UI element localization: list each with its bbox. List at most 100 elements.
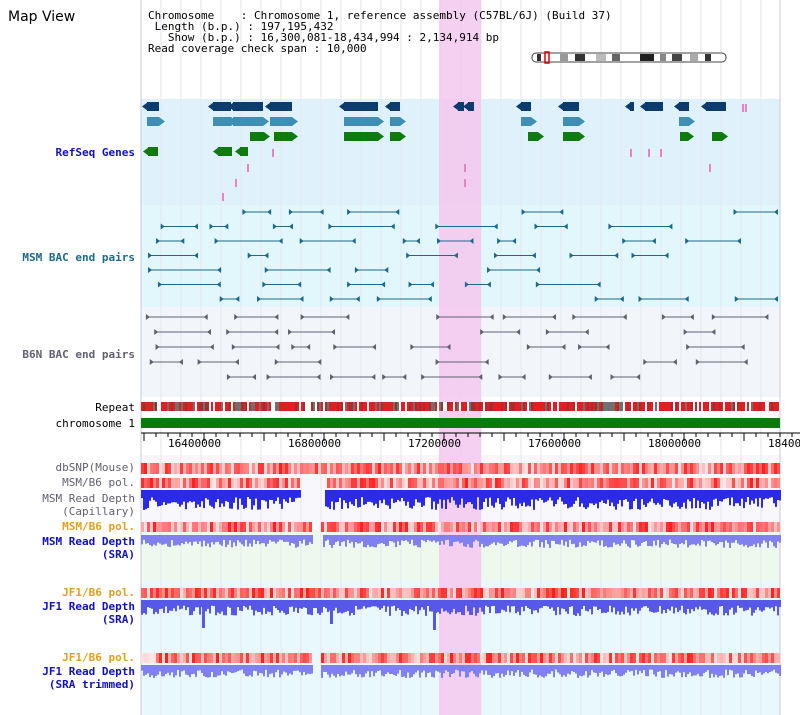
depth-bar (591, 665, 593, 671)
depth-bar (225, 535, 227, 548)
repeat-segment (495, 402, 497, 411)
depth-bar (221, 535, 223, 546)
track-label-msm-depth-cap-2[interactable]: (Capillary) (62, 505, 135, 518)
heat-cell (192, 478, 195, 488)
heat-cell (585, 478, 588, 488)
depth-bar (477, 665, 479, 678)
depth-bar (699, 665, 701, 677)
heat-cell (396, 588, 399, 598)
track-label-b6n-bac[interactable]: B6N BAC end pairs (22, 348, 135, 361)
heat-cell (552, 653, 555, 663)
heat-cell (306, 522, 309, 532)
heat-cell (579, 463, 582, 474)
repeat-segment (583, 402, 585, 411)
heat-cell (522, 588, 525, 598)
depth-bar (765, 600, 767, 608)
depth-bar (157, 600, 159, 614)
track-label-jf1-depth-sra-2[interactable]: (SRA) (101, 613, 135, 626)
depth-bar (717, 600, 719, 615)
depth-bar (509, 665, 511, 676)
heat-cell (156, 588, 159, 598)
depth-bar (757, 665, 759, 674)
depth-bar (265, 490, 267, 502)
heat-cell (333, 463, 336, 474)
track-label-jf1-depth-sra-1[interactable]: JF1 Read Depth (42, 600, 135, 613)
track-label-dbsnp[interactable]: dbSNP(Mouse) (55, 461, 135, 474)
depth-bar (227, 665, 229, 672)
depth-bar (173, 665, 175, 678)
repeat-segment (433, 402, 435, 411)
depth-bar (611, 490, 613, 503)
heat-cell (552, 522, 555, 532)
heat-cell (453, 478, 456, 488)
depth-bar (227, 535, 229, 545)
repeat-segment (377, 402, 379, 411)
depth-bar (625, 535, 627, 544)
depth-bar (363, 665, 365, 677)
track-label-msm-bac[interactable]: MSM BAC end pairs (22, 251, 135, 264)
depth-bar (323, 535, 325, 548)
heat-cell (426, 463, 429, 474)
track-label-repeat[interactable]: Repeat (95, 401, 135, 414)
depth-bar (507, 490, 509, 498)
track-label-refseq[interactable]: RefSeq Genes (55, 146, 135, 159)
depth-bar (551, 665, 553, 672)
ideogram-band (596, 54, 606, 61)
depth-bar (259, 600, 261, 612)
heat-cell (669, 478, 672, 488)
msm-bac-pair-end (664, 252, 669, 259)
depth-bar (569, 665, 571, 675)
heat-cell (276, 588, 279, 598)
heat-cell (156, 463, 159, 474)
heat-cell (306, 653, 309, 663)
depth-bar (563, 490, 565, 505)
depth-bar (759, 600, 761, 611)
depth-bar (165, 600, 167, 607)
repeat-segment (371, 402, 373, 411)
depth-bar (427, 665, 429, 674)
depth-bar (593, 490, 595, 506)
heat-cell (507, 653, 510, 663)
repeat-segment (477, 402, 479, 411)
heat-cell (237, 463, 240, 474)
depth-bar (691, 600, 693, 610)
depth-bar (233, 665, 235, 673)
depth-bar (677, 600, 679, 613)
depth-bar (593, 600, 595, 607)
heat-cell (396, 653, 399, 663)
heat-cell (228, 588, 231, 598)
track-label-jf1-b6-pol-2[interactable]: JF1/B6 pol. (62, 651, 135, 664)
heat-cell (324, 588, 327, 598)
depth-bar (363, 600, 365, 607)
repeat-segment (273, 402, 275, 411)
depth-bar (591, 490, 593, 504)
depth-bar (171, 535, 173, 541)
repeat-segment (467, 402, 469, 411)
track-label-msm-b6-pol-2[interactable]: MSM/B6 pol. (62, 520, 135, 533)
gene-mark (660, 149, 662, 157)
track-label-jf1-depth-trim-2[interactable]: (SRA trimmed) (48, 678, 135, 691)
repeat-segment (393, 402, 395, 411)
gene-arrow (400, 117, 406, 126)
depth-bar (687, 535, 689, 548)
depth-bar (761, 490, 763, 508)
track-label-msm-b6-pol-1[interactable]: MSM/B6 pol. (62, 476, 135, 489)
depth-bar (765, 490, 767, 499)
msm-bac-pair-end (299, 296, 304, 302)
track-label-jf1-depth-trim-1[interactable]: JF1 Read Depth (42, 665, 135, 678)
depth-bar (515, 600, 517, 614)
heat-cell (210, 463, 213, 474)
depth-bar (497, 665, 499, 674)
heat-cell (483, 588, 486, 598)
track-label-msm-depth-sra-2[interactable]: (SRA) (101, 548, 135, 561)
depth-bar (277, 490, 279, 498)
depth-bar (769, 665, 771, 673)
track-label-chromosome[interactable]: chromosome 1 (55, 417, 135, 430)
track-label-msm-depth-sra-1[interactable]: MSM Read Depth (42, 535, 135, 548)
depth-bar (725, 535, 727, 541)
track-label-jf1-b6-pol-1[interactable]: JF1/B6 pol. (62, 586, 135, 599)
heat-cell (771, 478, 774, 488)
heat-cell (327, 478, 330, 488)
track-label-msm-depth-cap-1[interactable]: MSM Read Depth (42, 492, 135, 505)
